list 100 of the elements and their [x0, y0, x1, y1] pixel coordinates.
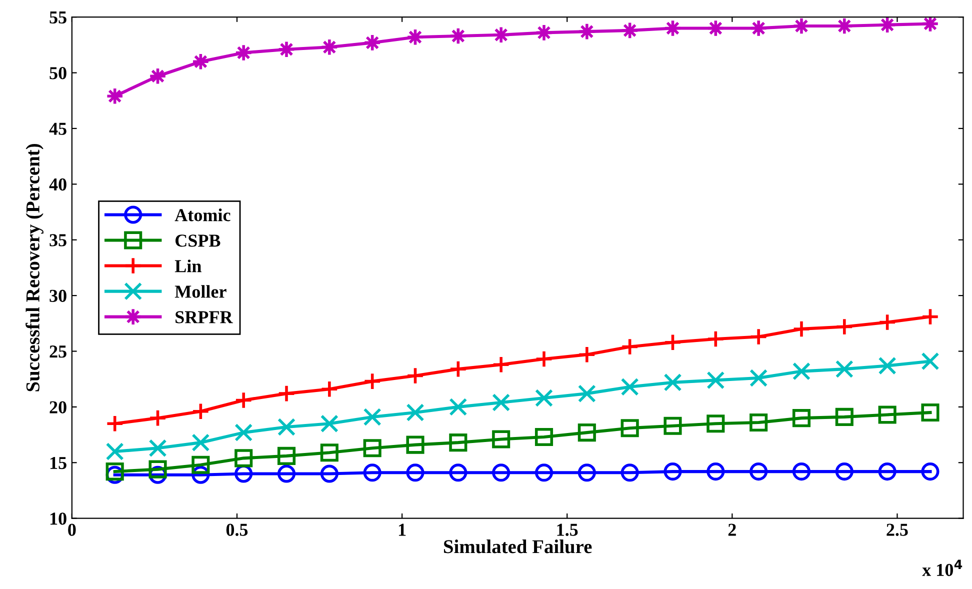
- x-tick-label: 2.5: [886, 524, 908, 536]
- y-tick-label: 25: [50, 346, 66, 358]
- point: [406, 366, 424, 385]
- point: [148, 409, 167, 428]
- y-tick-label: 50: [50, 67, 66, 80]
- y-tick-label: 15: [50, 456, 66, 470]
- point: [835, 360, 854, 378]
- y-tick-label: 40: [49, 178, 66, 191]
- point: [878, 356, 896, 375]
- point: [578, 464, 596, 482]
- point: [750, 414, 768, 432]
- point: [835, 318, 854, 336]
- point: [406, 436, 424, 454]
- y-axis-title: Successful Recovery (Percent): [26, 144, 44, 392]
- point: [363, 439, 382, 458]
- point: [492, 356, 510, 374]
- x-tick-label: 0.5: [226, 524, 248, 536]
- legend-label: Moller: [174, 285, 226, 298]
- point: [406, 403, 424, 422]
- point: [878, 313, 896, 332]
- point: [534, 428, 554, 446]
- point: [363, 372, 382, 390]
- point: [664, 462, 682, 481]
- point: [320, 380, 338, 398]
- point: [878, 462, 896, 481]
- point: [534, 350, 554, 368]
- point: [664, 416, 682, 435]
- point: [192, 456, 210, 474]
- point: [921, 462, 940, 481]
- y-tick-label: 20: [50, 401, 66, 414]
- point: [706, 462, 725, 481]
- point: [578, 384, 596, 403]
- legend-label: CSPB: [176, 234, 220, 247]
- point: [320, 414, 338, 433]
- point: [750, 328, 768, 346]
- point: [835, 462, 854, 481]
- point: [106, 442, 124, 461]
- point: [234, 449, 253, 468]
- point: [277, 384, 296, 403]
- point: [792, 409, 811, 428]
- legend-label: Lin: [174, 260, 202, 272]
- point: [406, 464, 424, 482]
- point: [148, 439, 167, 458]
- point: [148, 460, 167, 478]
- legend-label: Atomic: [174, 208, 230, 222]
- point: [320, 464, 338, 483]
- point: [234, 424, 253, 442]
- point: [878, 406, 896, 424]
- point: [921, 352, 940, 370]
- x-axis-title: Simulated Failure: [444, 540, 592, 554]
- x-tick-label: 1.5: [557, 524, 578, 536]
- x-tick-label: 2: [728, 524, 736, 536]
- point: [363, 464, 382, 482]
- point: [492, 393, 510, 412]
- point: [664, 373, 682, 392]
- point: [620, 419, 639, 438]
- point: [578, 346, 596, 364]
- point: [277, 418, 296, 436]
- point: [449, 434, 468, 452]
- point: [449, 360, 468, 378]
- point: [449, 398, 468, 416]
- point: [750, 368, 768, 387]
- x-tick-label: 0: [68, 524, 76, 536]
- y-tick-label: 55: [50, 12, 66, 24]
- point: [792, 462, 811, 481]
- y-tick-label: 45: [49, 122, 66, 135]
- point: [492, 464, 510, 482]
- point: [792, 362, 811, 380]
- y-tick-label: 35: [50, 234, 66, 246]
- point: [320, 444, 338, 462]
- point: [706, 330, 725, 348]
- point: [534, 464, 554, 482]
- point: [277, 464, 296, 483]
- legend-label: SRPFR: [176, 311, 233, 324]
- point: [277, 446, 296, 465]
- text: x 10$^{4}$: [922, 560, 962, 576]
- point: [234, 391, 253, 410]
- y-tick-label: 10: [50, 512, 66, 525]
- point: [578, 424, 596, 442]
- point: [192, 434, 210, 452]
- point: [664, 333, 682, 352]
- point: [192, 402, 210, 420]
- point: [706, 414, 725, 433]
- point: [620, 464, 639, 482]
- point: [750, 462, 768, 481]
- point: [706, 371, 725, 390]
- point: [921, 308, 940, 326]
- point: [921, 403, 940, 422]
- point: [534, 388, 554, 408]
- point: [792, 320, 811, 338]
- point: [106, 414, 124, 433]
- point: [363, 408, 382, 426]
- y-tick-label: 30: [50, 290, 66, 302]
- x-tick-label: 1: [398, 524, 406, 536]
- point: [620, 378, 639, 396]
- point: [106, 462, 124, 481]
- point: [492, 430, 510, 448]
- point: [620, 338, 639, 356]
- point: [449, 464, 468, 482]
- point: [835, 408, 854, 426]
